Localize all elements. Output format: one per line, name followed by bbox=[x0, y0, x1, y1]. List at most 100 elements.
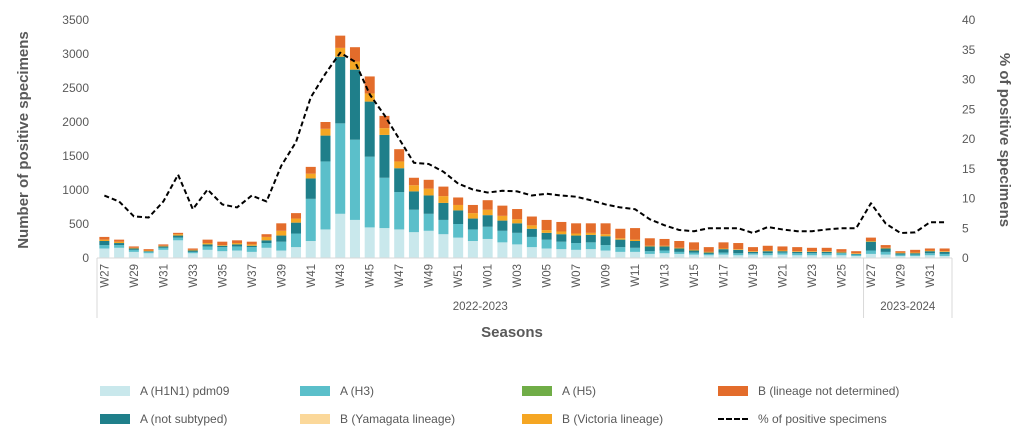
bar-segment bbox=[792, 251, 803, 254]
x-tick-label: W05 bbox=[542, 264, 554, 288]
bar-segment bbox=[762, 255, 773, 258]
legend-item-h5: A (H5) bbox=[522, 384, 596, 398]
bar-segment bbox=[305, 241, 316, 258]
bar-segment bbox=[364, 76, 375, 94]
bar-segment bbox=[615, 251, 626, 258]
bar-segment bbox=[733, 249, 744, 250]
bar-segment bbox=[571, 243, 582, 250]
legend-item-yamagata: B (Yamagata lineage) bbox=[300, 412, 455, 426]
bar-segment bbox=[865, 241, 876, 242]
bar-segment bbox=[836, 249, 847, 252]
bar-segment bbox=[718, 248, 729, 250]
bar-segment bbox=[423, 179, 434, 189]
bar-segment bbox=[910, 252, 921, 254]
bar-segment bbox=[128, 251, 139, 258]
bar-segment bbox=[674, 253, 685, 258]
bar-segment bbox=[482, 209, 493, 216]
x-tick-label: W41 bbox=[306, 264, 318, 288]
bar-segment bbox=[526, 247, 537, 258]
x-tick-label: W17 bbox=[719, 264, 731, 288]
bar-segment bbox=[674, 241, 685, 248]
bar-segment bbox=[379, 128, 390, 135]
bar-segment bbox=[630, 251, 641, 258]
bar-segment bbox=[173, 237, 184, 241]
bar-segment bbox=[173, 240, 184, 258]
bar-segment bbox=[924, 250, 935, 252]
x-tick-label: W21 bbox=[777, 264, 789, 288]
bar-segment bbox=[497, 230, 508, 243]
y2-tick-label: 5 bbox=[962, 221, 969, 235]
bar-segment bbox=[128, 248, 139, 250]
bar-segment bbox=[246, 247, 257, 252]
bar-segment bbox=[202, 249, 213, 258]
bar-segment bbox=[394, 149, 405, 162]
bar-segment bbox=[158, 246, 169, 248]
bar-segment bbox=[143, 251, 154, 254]
bar-segment bbox=[349, 61, 360, 70]
bar-segment bbox=[689, 254, 700, 258]
bar-segment bbox=[158, 244, 169, 246]
bar-segment bbox=[556, 221, 567, 232]
bar-segment bbox=[467, 204, 478, 214]
bar-segment bbox=[880, 245, 891, 248]
bar-segment bbox=[541, 230, 552, 233]
x-tick-label: W03 bbox=[512, 264, 524, 288]
legend-item-h3: A (H3) bbox=[300, 384, 374, 398]
x-tick-label: W39 bbox=[276, 264, 288, 288]
bar-segment bbox=[895, 255, 906, 258]
bar-segment bbox=[158, 247, 169, 250]
bar-segment bbox=[379, 134, 390, 178]
bar-segment bbox=[600, 223, 611, 235]
bar-segment bbox=[806, 255, 817, 258]
bar-segment bbox=[453, 210, 464, 224]
bar-segment bbox=[99, 245, 110, 249]
bar-segment bbox=[792, 253, 803, 256]
bar-segment bbox=[423, 188, 434, 196]
bar-segment bbox=[924, 253, 935, 256]
legend-swatch-yamagata bbox=[300, 414, 330, 424]
bar-segment bbox=[924, 255, 935, 258]
bar-segment bbox=[556, 231, 567, 235]
bar-segment bbox=[408, 232, 419, 258]
bar-segment bbox=[408, 185, 419, 192]
bar-segment bbox=[689, 249, 700, 251]
bar-segment bbox=[821, 253, 832, 256]
bar-segment bbox=[232, 250, 243, 258]
bar-segment bbox=[217, 247, 228, 252]
bar-segment bbox=[718, 242, 729, 249]
bar-segment bbox=[674, 251, 685, 254]
bar-layer bbox=[99, 35, 950, 258]
bar-segment bbox=[364, 93, 375, 102]
bar-segment bbox=[128, 246, 139, 248]
bar-segment bbox=[747, 251, 758, 254]
bar-segment bbox=[865, 253, 876, 258]
bar-segment bbox=[630, 239, 641, 241]
bar-segment bbox=[202, 244, 213, 247]
bar-segment bbox=[571, 235, 582, 244]
bar-segment bbox=[143, 249, 154, 251]
bar-segment bbox=[910, 249, 921, 253]
bar-segment bbox=[246, 241, 257, 245]
bar-segment bbox=[187, 249, 198, 251]
bar-segment bbox=[423, 230, 434, 258]
bar-segment bbox=[615, 239, 626, 248]
bar-segment bbox=[99, 248, 110, 258]
bar-segment bbox=[438, 196, 449, 203]
bar-segment bbox=[246, 245, 257, 248]
bar-segment bbox=[114, 245, 125, 248]
bar-segment bbox=[364, 227, 375, 258]
bar-segment bbox=[541, 239, 552, 249]
bar-segment bbox=[762, 245, 773, 251]
bar-segment bbox=[512, 232, 523, 245]
bar-segment bbox=[335, 56, 346, 124]
legend-label-percent: % of positive specimens bbox=[758, 412, 887, 426]
bar-segment bbox=[674, 248, 685, 252]
bar-segment bbox=[644, 246, 655, 252]
bar-segment bbox=[733, 243, 744, 250]
x-tick-label: W29 bbox=[895, 264, 907, 288]
bar-segment bbox=[600, 236, 611, 246]
bar-segment bbox=[747, 253, 758, 255]
legend-item-not-subtyped: A (not subtyped) bbox=[100, 412, 227, 426]
bar-segment bbox=[128, 247, 139, 249]
bar-segment bbox=[305, 178, 316, 199]
